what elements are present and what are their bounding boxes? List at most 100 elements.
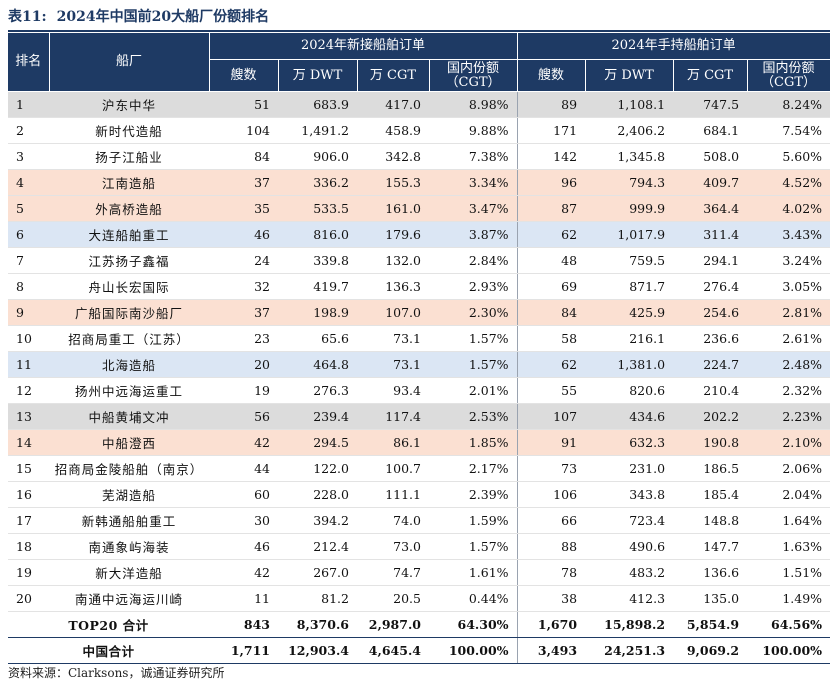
value-cell-c1: 74.7 (357, 559, 429, 586)
value-cell-n1: 35 (209, 195, 278, 222)
value-cell-d2: 490.6 (585, 533, 674, 560)
value-cell-c1: 86.1 (357, 429, 429, 456)
table-row: 4 江南造船 37 336.2 155.3 3.34% 96 794.3 409.7 4.52% (8, 169, 831, 196)
value-cell-n2: 84 (517, 299, 586, 326)
header-hold-dwt: 万 DWT (585, 59, 674, 92)
value-cell-d1: 122.0 (278, 455, 357, 482)
value-cell-d1: 419.7 (278, 273, 357, 300)
value-cell-d1: 239.4 (278, 403, 357, 430)
value-cell-d2: 871.7 (585, 273, 674, 300)
rank-cell: 5 (8, 195, 49, 222)
rank-cell: 9 (8, 299, 49, 326)
value-cell-s1: 2.53% (429, 403, 518, 430)
value-cell-s2: 7.54% (747, 117, 831, 144)
header-rank: 排名 (8, 33, 50, 92)
value-cell-s1: 8.98% (429, 91, 518, 118)
value-cell-s2: 4.52% (747, 169, 831, 196)
value-cell-c1: 20.5 (357, 585, 429, 612)
value-cell-d2: 412.3 (585, 585, 674, 612)
value-cell-c1: 73.0 (357, 533, 429, 560)
table-row: 11 北海造船 20 464.8 73.1 1.57% 62 1,381.0 224.7 2.48… (8, 351, 831, 378)
rank-cell: 8 (8, 273, 49, 300)
table-title: 表11: 2024年中国前20大船厂份额排名 (8, 6, 269, 28)
value-cell-n2: 107 (517, 403, 586, 430)
value-cell-n1: 46 (209, 221, 278, 248)
source-note: 资料来源：Clarksons，诚通证券研究所 (8, 666, 225, 680)
value-cell-n2: 66 (517, 507, 586, 534)
value-cell-s2: 2.06% (747, 455, 831, 482)
value-cell-c2: 186.5 (673, 455, 748, 482)
table-number: 表11: (8, 9, 47, 25)
value-cell-c1: 155.3 (357, 169, 429, 196)
rank-cell: 17 (8, 507, 49, 534)
table-row: 7 江苏扬子鑫福 24 339.8 132.0 2.84% 48 759.5 294.1 3.24… (8, 247, 831, 274)
value-cell-n2: 55 (517, 377, 586, 404)
value-cell-d2: 1,108.1 (585, 91, 674, 118)
value-cell-c1: 417.0 (357, 91, 429, 118)
header-new-share: 国内份额（CGT） (429, 59, 518, 92)
table-row: 6 大连船舶重工 46 816.0 179.6 3.87% 62 1,017.9 311.4 3.… (8, 221, 831, 248)
value-cell-n1: 24 (209, 247, 278, 274)
shipyard-name-cell: 招商局金陵船舶（南京） (49, 455, 209, 482)
total-value-cell-d1: 12,903.4 (278, 637, 357, 664)
shipyard-name-cell: 新大洋造船 (49, 559, 209, 586)
value-cell-s1: 3.47% (429, 195, 518, 222)
value-cell-s2: 8.24% (747, 91, 831, 118)
value-cell-d1: 198.9 (278, 299, 357, 326)
value-cell-s2: 3.24% (747, 247, 831, 274)
value-cell-n2: 171 (517, 117, 586, 144)
value-cell-n1: 11 (209, 585, 278, 612)
header-hold-cgt: 万 CGT (673, 59, 748, 92)
total-value-cell-n2: 3,493 (517, 637, 586, 664)
value-cell-d2: 1,381.0 (585, 351, 674, 378)
value-cell-n2: 96 (517, 169, 586, 196)
header-group-new-orders: 2024年新接船舶订单 (209, 33, 518, 60)
shipyard-name-cell: 广船国际南沙船厂 (49, 299, 209, 326)
value-cell-s2: 1.63% (747, 533, 831, 560)
value-cell-c2: 202.2 (673, 403, 748, 430)
table-row: 3 扬子江船业 84 906.0 342.8 7.38% 142 1,345.8 508.0 5.… (8, 143, 831, 170)
table-row: 9 广船国际南沙船厂 37 198.9 107.0 2.30% 84 425.9 254.6 2.… (8, 299, 831, 326)
value-cell-n2: 48 (517, 247, 586, 274)
shipyard-name-cell: 新时代造船 (49, 117, 209, 144)
value-cell-s2: 1.51% (747, 559, 831, 586)
shipyard-name-cell: 舟山长宏国际 (49, 273, 209, 300)
value-cell-d1: 228.0 (278, 481, 357, 508)
value-cell-c2: 254.6 (673, 299, 748, 326)
total-value-cell-s1: 64.30% (429, 611, 518, 638)
rank-cell: 4 (8, 169, 49, 196)
total-value-cell-d2: 15,898.2 (585, 611, 674, 638)
rank-cell: 13 (8, 403, 49, 430)
value-cell-d1: 394.2 (278, 507, 357, 534)
value-cell-s2: 2.04% (747, 481, 831, 508)
table-row: 15 招商局金陵船舶（南京） 44 122.0 100.7 2.17% 73 231.0 186… (8, 455, 831, 482)
total-label-cell: TOP20 合计 (8, 611, 209, 638)
value-cell-n1: 104 (209, 117, 278, 144)
rank-cell: 12 (8, 377, 49, 404)
value-cell-n1: 46 (209, 533, 278, 560)
header-new-ships: 艘数 (209, 59, 279, 92)
value-cell-c1: 117.4 (357, 403, 429, 430)
value-cell-d1: 339.8 (278, 247, 357, 274)
rank-cell: 19 (8, 559, 49, 586)
value-cell-s2: 4.02% (747, 195, 831, 222)
value-cell-c2: 135.0 (673, 585, 748, 612)
value-cell-d1: 533.5 (278, 195, 357, 222)
value-cell-s1: 2.30% (429, 299, 518, 326)
value-cell-c2: 747.5 (673, 91, 748, 118)
value-cell-s1: 3.34% (429, 169, 518, 196)
value-cell-c2: 294.1 (673, 247, 748, 274)
value-cell-s2: 2.23% (747, 403, 831, 430)
value-cell-n2: 62 (517, 351, 586, 378)
value-cell-d1: 906.0 (278, 143, 357, 170)
header-yard: 船厂 (49, 33, 210, 92)
rank-cell: 6 (8, 221, 49, 248)
shipyard-name-cell: 大连船舶重工 (49, 221, 209, 248)
value-cell-n2: 69 (517, 273, 586, 300)
rank-cell: 16 (8, 481, 49, 508)
rank-cell: 10 (8, 325, 49, 352)
value-cell-d1: 276.3 (278, 377, 357, 404)
shipyard-name-cell: 扬子江船业 (49, 143, 209, 170)
value-cell-n2: 142 (517, 143, 586, 170)
value-cell-d2: 794.3 (585, 169, 674, 196)
